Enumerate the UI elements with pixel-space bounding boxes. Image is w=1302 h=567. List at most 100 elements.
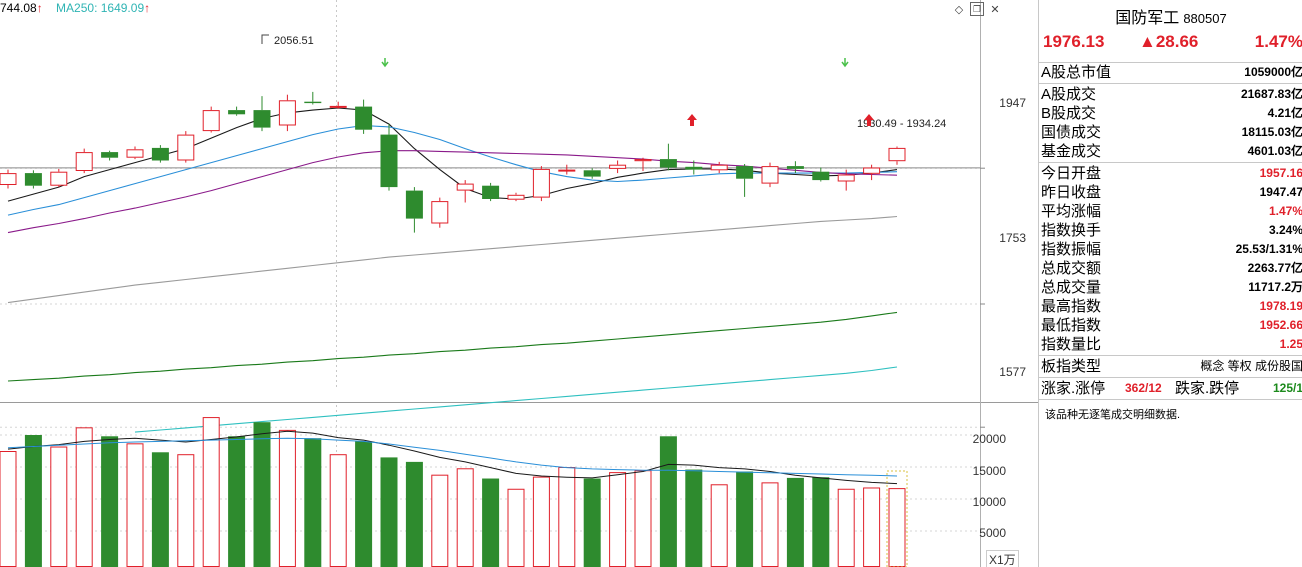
volume-bar-up — [863, 487, 881, 567]
ma250-legend-arrow-icon: ↑ — [144, 1, 151, 15]
info-row-value: 1059000亿 — [1244, 65, 1302, 79]
candle-body-up — [456, 183, 474, 191]
info-row: 指数振幅 25.53/1.31% — [1039, 240, 1302, 259]
info-row: 昨日收盘 1947.47 — [1039, 183, 1302, 202]
candle-body-up — [761, 166, 779, 184]
info-row-value: 1.47% — [1268, 204, 1302, 218]
candle-body-down — [380, 134, 398, 188]
index-code: 880507 — [1183, 11, 1227, 26]
candle-body-up — [177, 134, 195, 161]
chart-toolbar: ◇ ❐ ✕ — [952, 1, 1002, 17]
index-type-tags[interactable]: 概念 等权 成份股国 — [1200, 359, 1302, 373]
diamond-icon[interactable]: ◇ — [954, 3, 964, 16]
info-row-label: B股成交 — [1041, 105, 1097, 122]
candle-body-up — [532, 168, 550, 198]
info-row-label: 最高指数 — [1041, 298, 1102, 315]
volume-bar-down — [786, 477, 804, 567]
quote-info-panel: 国防军工 880507 1976.13 ▲28.66 1.47% A股总市值 105… — [1038, 0, 1302, 567]
ma120-line — [7, 311, 898, 382]
volume-bar-up — [634, 470, 652, 567]
ma-legend-left-arrow-icon: ↑ — [36, 1, 43, 15]
close-icon[interactable]: ✕ — [990, 3, 1000, 16]
advancers-label: 涨家.涨停 — [1041, 380, 1106, 397]
decliners-label: 跌家.跌停 — [1175, 380, 1240, 397]
volume-bar-up — [710, 484, 728, 567]
index-type-row: 板指类型 概念 等权 成份股国 — [1039, 357, 1302, 376]
info-row: 平均涨幅 1.47% — [1039, 202, 1302, 221]
separator — [1039, 83, 1302, 84]
info-row: 基金成交 4601.03亿 — [1039, 142, 1302, 161]
info-row-value: 4.21亿 — [1267, 106, 1302, 120]
info-row: 国债成交 18115.03亿 — [1039, 123, 1302, 142]
buy-signal-arrow-icon — [687, 114, 697, 126]
market-breadth-row: 涨家.涨停 362/12 跌家.跌停 125/1 — [1039, 379, 1302, 398]
volume-axis-label: 5000 — [979, 526, 1006, 540]
candle-body-up — [75, 152, 93, 172]
info-row-label: 指数振幅 — [1041, 241, 1102, 258]
volume-bar-up — [75, 427, 93, 567]
candle-body-down — [355, 106, 373, 130]
price-change: ▲28.66 — [1139, 32, 1199, 51]
volume-bar-up — [837, 488, 855, 567]
volume-bar-up — [609, 472, 627, 567]
candle-body-down — [24, 173, 42, 186]
candle-body-down — [253, 110, 271, 128]
volume-bar-up — [50, 446, 68, 567]
candle-body-down — [786, 166, 804, 169]
volume-bar-up — [126, 443, 144, 567]
volume-bar-down — [304, 438, 322, 567]
candle-body-up — [202, 110, 220, 132]
info-row-value: 1978.19 — [1259, 299, 1302, 313]
volume-bar-down — [380, 457, 398, 567]
info-row-value: 4601.03亿 — [1247, 144, 1302, 158]
info-row-value: 3.24% — [1268, 223, 1302, 237]
separator — [1039, 399, 1302, 400]
info-row-label: 国债成交 — [1041, 124, 1102, 141]
info-row: A股总市值 1059000亿 — [1039, 63, 1302, 82]
candle-body-down — [685, 166, 703, 170]
volume-bar-down — [659, 436, 677, 567]
kline-chart-area[interactable]: 2056.51 1930.49 - 1934.24 744.08↑ MA250: … — [0, 0, 1038, 567]
info-row-label: 指数换手 — [1041, 222, 1102, 239]
volume-ma10-line — [7, 437, 898, 477]
advancers-value: 362/12 — [1125, 381, 1162, 395]
info-row: 今日开盘 1957.16 — [1039, 164, 1302, 183]
info-row-value: 1957.16 — [1259, 166, 1302, 180]
price-change-pct: 1.47% — [1254, 32, 1302, 51]
volume-bar-down — [812, 477, 830, 567]
candle-body-up — [0, 173, 17, 186]
volume-axis-label: 20000 — [972, 432, 1006, 446]
info-row: B股成交 4.21亿 — [1039, 104, 1302, 123]
signal-marker-icon — [841, 58, 849, 68]
index-type-label: 板指类型 — [1041, 358, 1102, 375]
candle-body-up — [710, 164, 728, 171]
price-row: 1976.13 ▲28.66 1.47% — [1039, 32, 1302, 54]
info-row-value: 1947.47 — [1259, 185, 1302, 199]
price-axis-label: 1577 — [999, 365, 1026, 379]
candle-body-up — [863, 167, 881, 174]
candle-body-down — [304, 101, 322, 104]
info-row-label: 指数量比 — [1041, 336, 1102, 353]
info-row-value: 21687.83亿 — [1240, 87, 1302, 101]
current-price: 1976.13 — [1043, 32, 1105, 51]
decliners-value: 125/1 — [1272, 381, 1302, 395]
buy-signal-arrow-icon — [864, 114, 874, 126]
index-name: 国防军工 — [1115, 10, 1180, 27]
restore-window-icon[interactable]: ❐ — [970, 2, 984, 16]
candle-body-up — [609, 164, 627, 169]
info-row-label: 昨日收盘 — [1041, 184, 1102, 201]
peak-price-label: 2056.51 — [274, 35, 314, 47]
volume-bar-down — [405, 461, 423, 567]
ma250-legend-label: MA250: 1649.09 — [56, 1, 145, 15]
price-axis-label: 1753 — [999, 231, 1026, 245]
info-row-label: 最低指数 — [1041, 317, 1102, 334]
kline-chart-svg[interactable]: 2056.51 1930.49 - 1934.24 — [0, 0, 1038, 567]
volume-bar-up — [507, 488, 525, 567]
info-row-value: 1952.66 — [1259, 318, 1302, 332]
candle-body-down — [151, 147, 169, 161]
separator — [1039, 377, 1302, 378]
ma60-line — [7, 215, 898, 304]
ma-legend: 744.08↑ MA250: 1649.09↑ — [0, 1, 150, 15]
candle-body-up — [558, 169, 576, 172]
